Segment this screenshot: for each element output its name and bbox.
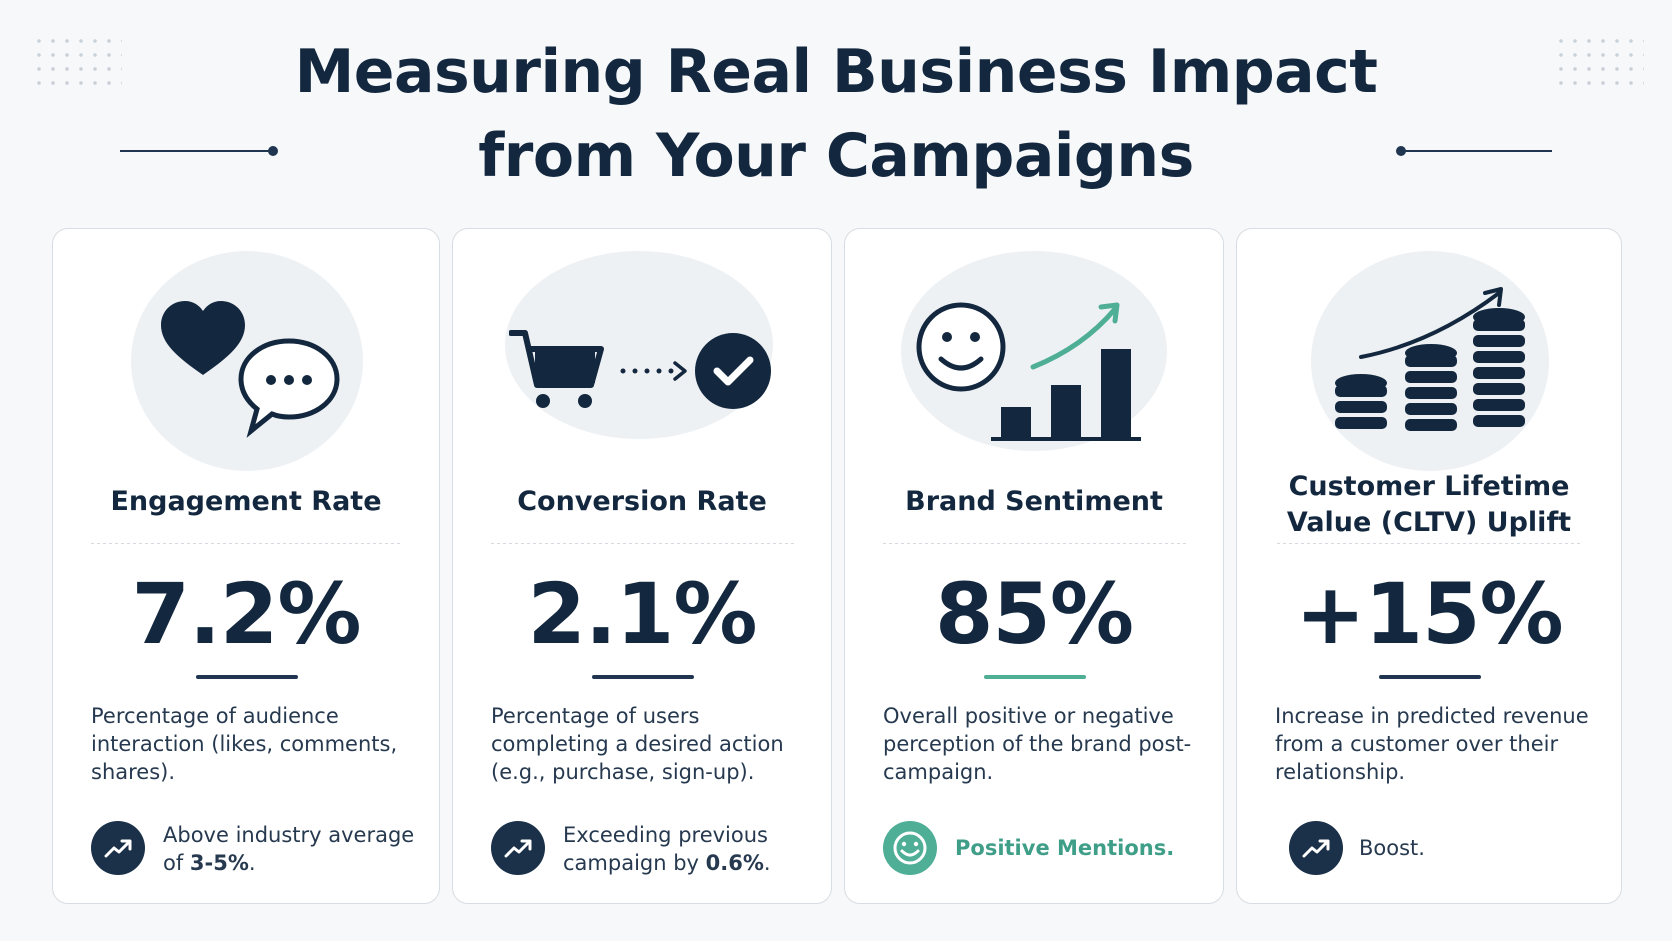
metric-name: Customer Lifetime Value (CLTV) Uplift	[1237, 469, 1621, 541]
page-title-line1: Measuring Real Business Impact	[294, 37, 1378, 107]
page-title-line2: from Your Campaigns	[478, 121, 1194, 191]
divider	[91, 543, 403, 544]
metric-value: 7.2%	[131, 565, 362, 663]
metric-value: +15%	[1295, 565, 1563, 663]
smiley-icon	[883, 821, 937, 875]
metric-description: Overall positive or negative perception …	[883, 704, 1192, 784]
trend-up-icon	[91, 821, 145, 875]
cart-to-checkmark-icon	[453, 229, 831, 469]
metric-note-prefix: of	[163, 851, 190, 875]
value-underline	[196, 675, 298, 679]
smiley-bar-chart-icon	[845, 229, 1223, 469]
metric-note-highlight: 0.6%	[705, 851, 764, 875]
metric-value: 85%	[934, 565, 1134, 663]
divider	[883, 543, 1187, 544]
trend-up-icon	[1289, 821, 1343, 875]
value-underline	[1379, 675, 1481, 679]
decorative-dots-right	[1554, 34, 1644, 94]
metric-note-suffix: .	[763, 851, 771, 875]
divider	[1277, 543, 1583, 544]
metric-card-engagement-rate: Engagement Rate 7.2% Percentage of audie…	[52, 228, 440, 904]
value-underline	[984, 675, 1086, 679]
metric-note: Above industry average of 3-5%.	[163, 821, 423, 877]
metric-card-conversion-rate: Conversion Rate 2.1% Percentage of users…	[452, 228, 832, 904]
metric-name: Conversion Rate	[517, 486, 767, 517]
metric-description: Increase in predicted revenue from a cus…	[1275, 704, 1589, 784]
metric-card-brand-sentiment: Brand Sentiment 85% Overall positive or …	[844, 228, 1224, 904]
trend-up-icon	[491, 821, 545, 875]
metric-card-cltv-uplift: Customer Lifetime Value (CLTV) Uplift +1…	[1236, 228, 1622, 904]
metric-note: Boost.	[1359, 836, 1425, 860]
metric-note-suffix: .	[248, 851, 256, 875]
metric-name-line1: Customer Lifetime	[1288, 471, 1570, 502]
metric-note-line1: Above industry average	[163, 823, 415, 847]
metric-note: Exceeding previous campaign by 0.6%.	[563, 821, 813, 877]
decorative-dot-left	[268, 146, 278, 156]
metric-name-line2: Value (CLTV) Uplift	[1286, 507, 1572, 538]
metric-description: Percentage of audience interaction (like…	[91, 704, 398, 784]
page-title: Measuring Real Business Impact from Your…	[0, 30, 1672, 198]
decorative-dot-right	[1396, 146, 1406, 156]
metric-value: 2.1%	[527, 565, 758, 663]
metric-note-prefix: campaign by	[563, 851, 706, 875]
metric-name: Engagement Rate	[110, 486, 382, 517]
metric-note: Positive Mentions.	[955, 836, 1175, 860]
value-underline	[592, 675, 694, 679]
decorative-line-left	[120, 150, 270, 152]
coin-stacks-growth-icon	[1237, 229, 1621, 469]
metric-note-highlight: 3-5%	[189, 851, 249, 875]
heart-and-chat-bubble-icon	[53, 229, 439, 469]
divider	[491, 543, 795, 544]
decorative-dots-left	[32, 34, 122, 94]
metric-note-line1: Exceeding previous	[563, 823, 768, 847]
metric-description: Percentage of users completing a desired…	[491, 704, 784, 784]
decorative-line-right	[1402, 150, 1552, 152]
metric-name: Brand Sentiment	[905, 486, 1163, 517]
